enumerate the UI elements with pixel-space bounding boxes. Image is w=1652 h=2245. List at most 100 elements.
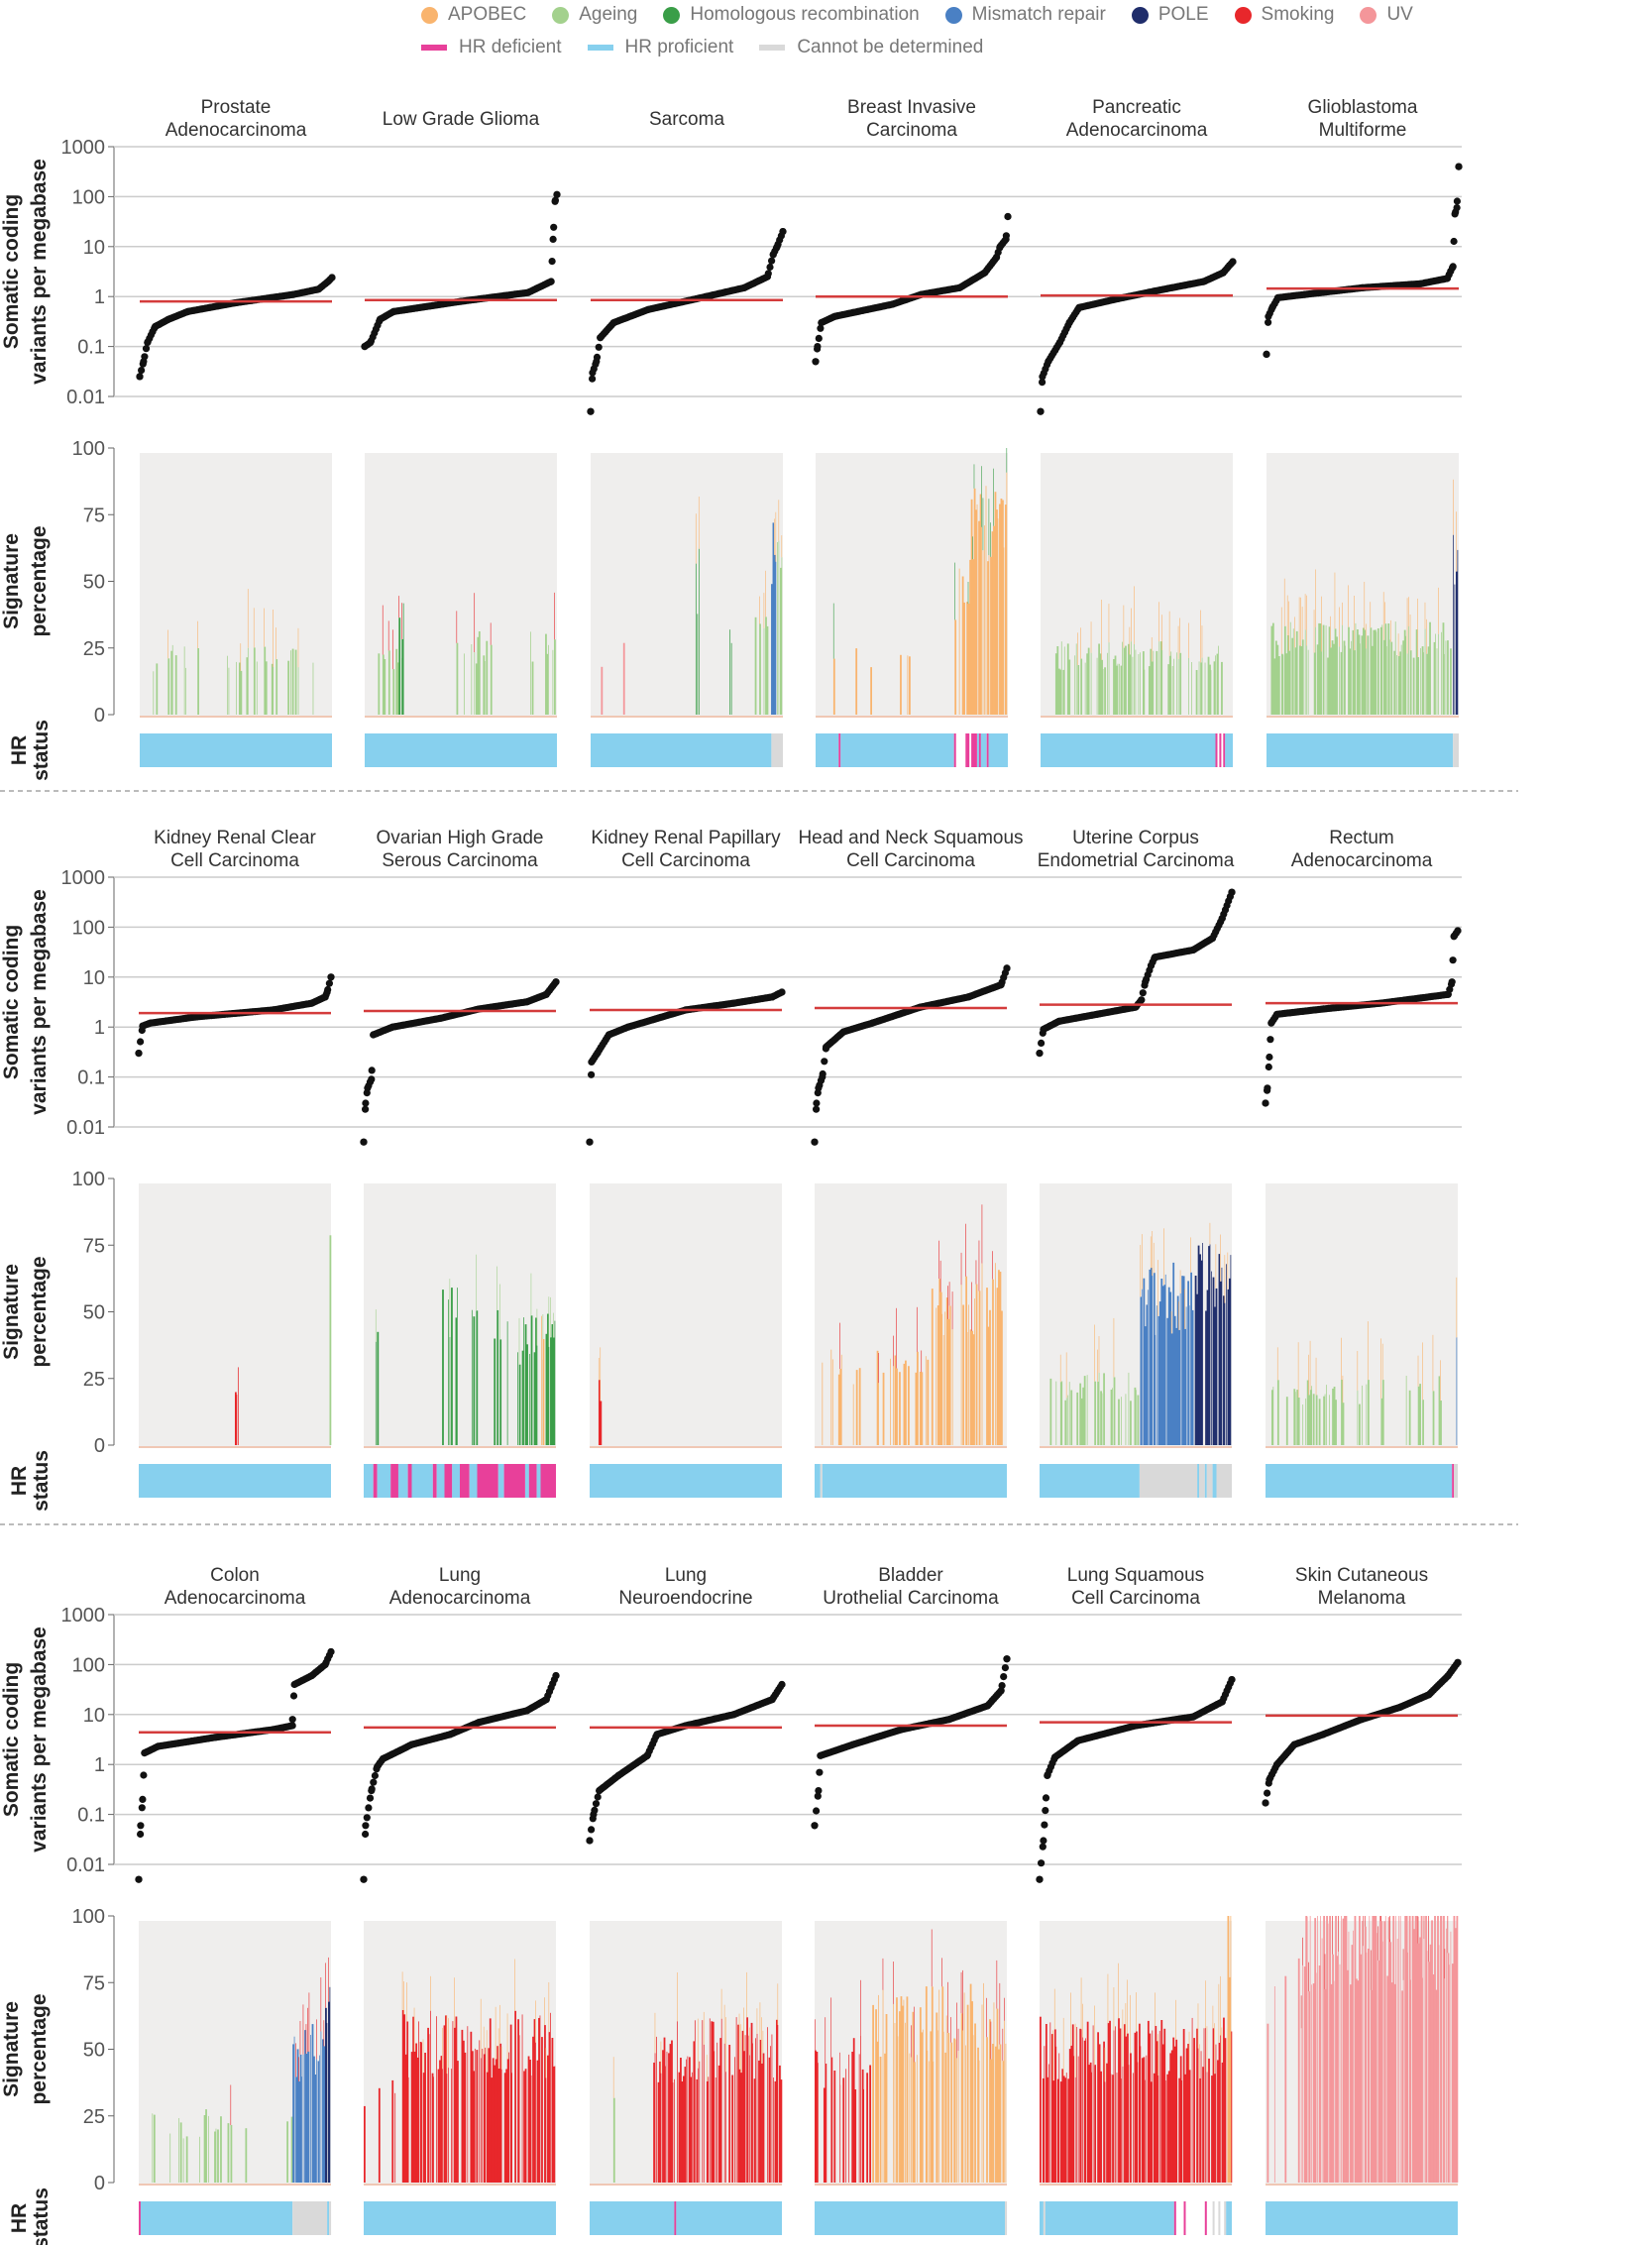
signature-bar-smoking: [394, 2092, 396, 2183]
tmb-point: [1453, 204, 1461, 212]
tmb-point: [1454, 1658, 1462, 1666]
signature-bar-ageing: [1150, 648, 1153, 715]
hr-segment-na: [292, 2201, 328, 2235]
tmb-point: [1229, 258, 1237, 266]
signature-bar-smoking: [403, 2014, 406, 2183]
tmb-point: [1266, 1775, 1273, 1783]
tmb-point: [811, 1138, 819, 1146]
tmb-point: [141, 1749, 149, 1757]
signature-bar-apobec: [725, 2017, 726, 2073]
hr-status-label: HRstatus: [8, 1450, 53, 1512]
signature-bar-hr: [832, 603, 834, 659]
signature-bar-mmr: [1182, 1276, 1185, 1445]
signature-bar-ageing: [1409, 650, 1412, 715]
signature-bar-smoking: [981, 1204, 983, 1264]
tmb-point: [321, 1660, 329, 1668]
signature-bar-apobec: [875, 2009, 877, 2183]
signature-bar-ageing: [1445, 640, 1447, 715]
signature-bar-uv: [1332, 1954, 1334, 2183]
signature-bar-pole: [1456, 571, 1458, 715]
signature-bar-smoking: [711, 2021, 714, 2183]
tmb-tick-label: 10: [83, 237, 105, 259]
signature-bar-pole: [1199, 1254, 1201, 1445]
tmb-point: [1450, 237, 1458, 246]
signature-bar-ageing: [1381, 1380, 1384, 1445]
signature-bar-ageing: [1057, 668, 1060, 715]
tmb-point: [624, 1023, 632, 1031]
signature-bar-apobec: [598, 1358, 600, 1381]
hr-status-strip: [139, 2201, 332, 2235]
signature-bar-apobec: [915, 1372, 918, 1445]
tmb-point: [1039, 1843, 1046, 1851]
signature-bar-uv: [1375, 1916, 1377, 2183]
signature-bar-apobec: [858, 1368, 861, 1445]
signature-bar-apobec: [777, 1983, 779, 2025]
signature-bar-smoking: [474, 2048, 476, 2183]
signature-bar-ageing: [1080, 1398, 1083, 1445]
panel-title-line: Skin Cutaneous: [1295, 1565, 1428, 1586]
signature-bar-smoking: [1082, 2037, 1084, 2183]
signature-bar-pole: [1226, 1264, 1227, 1445]
tmb-point: [475, 1719, 483, 1727]
signature-bar-ageing: [214, 2131, 216, 2183]
signature-bar-smoking: [939, 1260, 941, 1292]
tmb-point: [813, 1105, 821, 1113]
signature-bar-smoking: [1230, 2031, 1233, 2183]
signature-bar-apobec: [1157, 2034, 1158, 2076]
signature-bar-apobec: [454, 1977, 455, 2028]
signature-bar-mmr: [1141, 1289, 1143, 1445]
tmb-point: [368, 1066, 376, 1074]
signature-bar-mmr: [772, 522, 775, 715]
legend-item-ageing: Ageing: [552, 4, 637, 26]
signature-bar-hr: [954, 562, 955, 620]
panel-kidney-renal-clear-cell-carcinoma: Kidney Renal Clear Cell Carcinoma: [135, 828, 335, 1498]
signature-bar-ageing: [228, 667, 230, 715]
panel-skin-cutaneous-melanoma: Skin Cutaneous Melanoma: [1262, 1565, 1462, 2235]
signature-bar-hr: [506, 1321, 508, 1445]
signature-bar-smoking: [931, 1929, 933, 1987]
signature-bar-smoking: [486, 2072, 489, 2183]
signature-bar-apobec: [1417, 598, 1418, 657]
tmb-point: [1262, 1099, 1269, 1107]
signature-bar-ageing: [1352, 629, 1355, 715]
hr-segment-na: [1005, 2201, 1008, 2235]
signature-bar-hr: [494, 1338, 496, 1445]
signature-bar-apobec: [958, 568, 960, 715]
signature-bar-ageing: [1388, 639, 1390, 715]
signature-bar-smoking: [1324, 1954, 1326, 1989]
signature-bar-ageing: [1435, 633, 1436, 715]
signature-bar-smoking: [761, 2063, 763, 2183]
signature-bar-apobec: [971, 1330, 973, 1445]
panel-lung-neuroendocrine: Lung Neuroendocrine: [586, 1565, 786, 2235]
panel-title: Ovarian High Grade Serous Carcinoma: [377, 828, 544, 871]
signature-bar-apobec: [1197, 2003, 1199, 2049]
signature-bar-ageing: [287, 660, 290, 715]
signature-bar-ageing: [297, 667, 299, 715]
tmb-point: [769, 251, 777, 259]
signature-bar-ageing: [197, 648, 199, 715]
signature-bar-ageing: [477, 636, 480, 715]
hr-status-label: HRstatus: [8, 2188, 53, 2245]
signature-bar-ageing: [754, 617, 757, 715]
hr-segment-prof: [1225, 733, 1233, 767]
tmb-points: [135, 973, 335, 1058]
signature-bar-smoking: [439, 2060, 441, 2183]
signature-bar-apobec: [749, 2027, 750, 2056]
signature-bar-ageing: [1159, 641, 1162, 715]
signature-bar-ageing: [1170, 651, 1172, 715]
tmb-point: [768, 1696, 776, 1704]
signature-bar-ageing: [1312, 1394, 1315, 1445]
signature-bar-smoking: [499, 2043, 502, 2183]
signature-bar-apobec: [720, 1988, 722, 2019]
signature-bar-smoking: [893, 1335, 894, 1367]
signature-bar-apobec: [1334, 572, 1336, 629]
signature-bar-apobec: [947, 2033, 950, 2183]
signature-bar-apobec: [1107, 1973, 1109, 2023]
signature-bar-apobec: [1220, 1234, 1221, 1282]
panel-sarcoma: Sarcoma: [587, 109, 787, 767]
tmb-axis-label-line: Somatic coding: [0, 1662, 23, 1817]
signature-bar-uv: [1420, 1916, 1423, 2183]
hr-segment-prof: [525, 1464, 529, 1498]
signature-bar-smoking: [1212, 2028, 1215, 2183]
signature-bar-ageing: [1415, 629, 1418, 715]
